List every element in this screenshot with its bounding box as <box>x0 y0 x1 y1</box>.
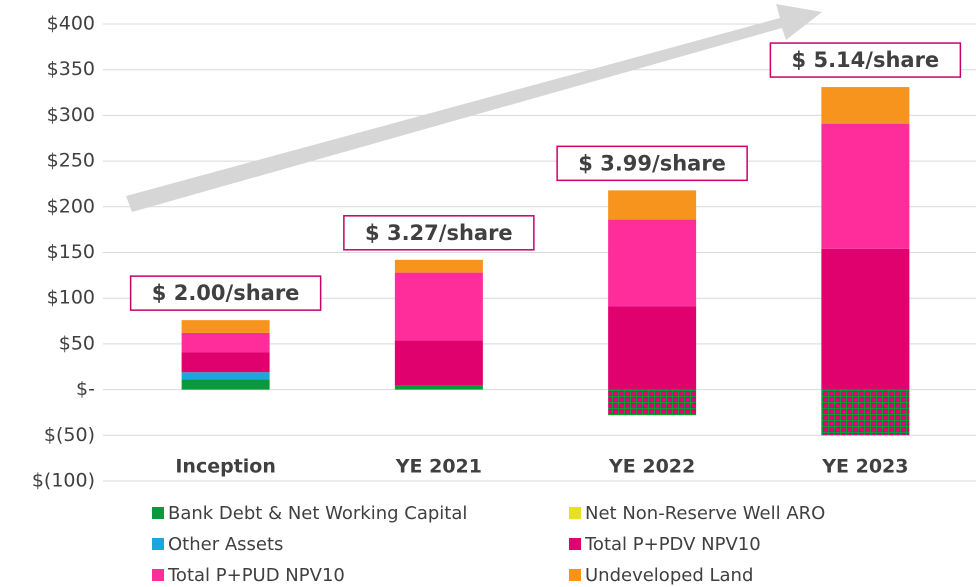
y-tick-label: $200 <box>47 195 95 217</box>
x-tick-label: YE 2021 <box>395 456 482 478</box>
growth-arrow <box>126 4 822 212</box>
legend-label: Net Non-Reserve Well ARO <box>585 503 825 524</box>
bar-segment <box>181 372 270 380</box>
bar-segment <box>608 190 697 220</box>
y-tick-label: $300 <box>47 104 95 126</box>
legend-label: Undeveloped Land <box>585 565 753 586</box>
bar-segment <box>608 389 697 416</box>
legend-label: Total P+PDV NPV10 <box>584 534 761 555</box>
legend-swatch <box>569 538 581 550</box>
bar-segment <box>821 389 910 436</box>
annotation: $ 5.14/share <box>792 48 940 72</box>
annotation: $ 3.99/share <box>578 151 726 175</box>
bar-segment <box>394 385 483 390</box>
x-tick-label: YE 2023 <box>821 456 908 478</box>
y-tick-label: $- <box>76 378 95 400</box>
y-tick-label: $400 <box>47 13 95 35</box>
y-tick-label: $50 <box>59 332 95 354</box>
bar-segment <box>821 123 910 249</box>
bar-segment <box>181 332 270 353</box>
y-tick-label: $(50) <box>44 424 95 446</box>
annotation: $ 3.27/share <box>365 221 513 245</box>
legend-swatch <box>569 507 581 519</box>
legend-label: Other Assets <box>168 534 283 555</box>
annotation-box <box>769 42 962 78</box>
bar-segment <box>394 340 483 386</box>
bar-segment <box>394 259 483 273</box>
y-tick-label: $350 <box>47 58 95 80</box>
bar-segment <box>608 306 697 390</box>
bar-segment <box>608 219 697 307</box>
legend-label: Total P+PUD NPV10 <box>167 565 345 586</box>
annotation-box <box>343 215 535 251</box>
annotation: $ 2.00/share <box>152 281 300 305</box>
legend-label: Bank Debt & Net Working Capital <box>168 503 467 524</box>
bar-segment <box>821 87 910 124</box>
x-tick-label: YE 2022 <box>608 456 695 478</box>
y-tick-label: $250 <box>47 150 95 172</box>
bar-segment <box>181 352 270 373</box>
y-tick-label: $(100) <box>32 470 95 492</box>
x-tick-label: Inception <box>175 456 276 478</box>
legend-swatch <box>152 569 164 581</box>
bar-segment <box>181 320 270 333</box>
legend-swatch <box>152 538 164 550</box>
legend-swatch <box>152 507 164 519</box>
annotation-box <box>129 275 322 311</box>
annotation-box <box>556 145 748 182</box>
bar-segment <box>181 379 270 390</box>
legend-swatch <box>569 569 581 581</box>
bar-segment <box>394 272 483 341</box>
y-tick-label: $150 <box>47 241 95 263</box>
y-tick-label: $100 <box>47 287 95 309</box>
bar-segment <box>821 248 910 390</box>
